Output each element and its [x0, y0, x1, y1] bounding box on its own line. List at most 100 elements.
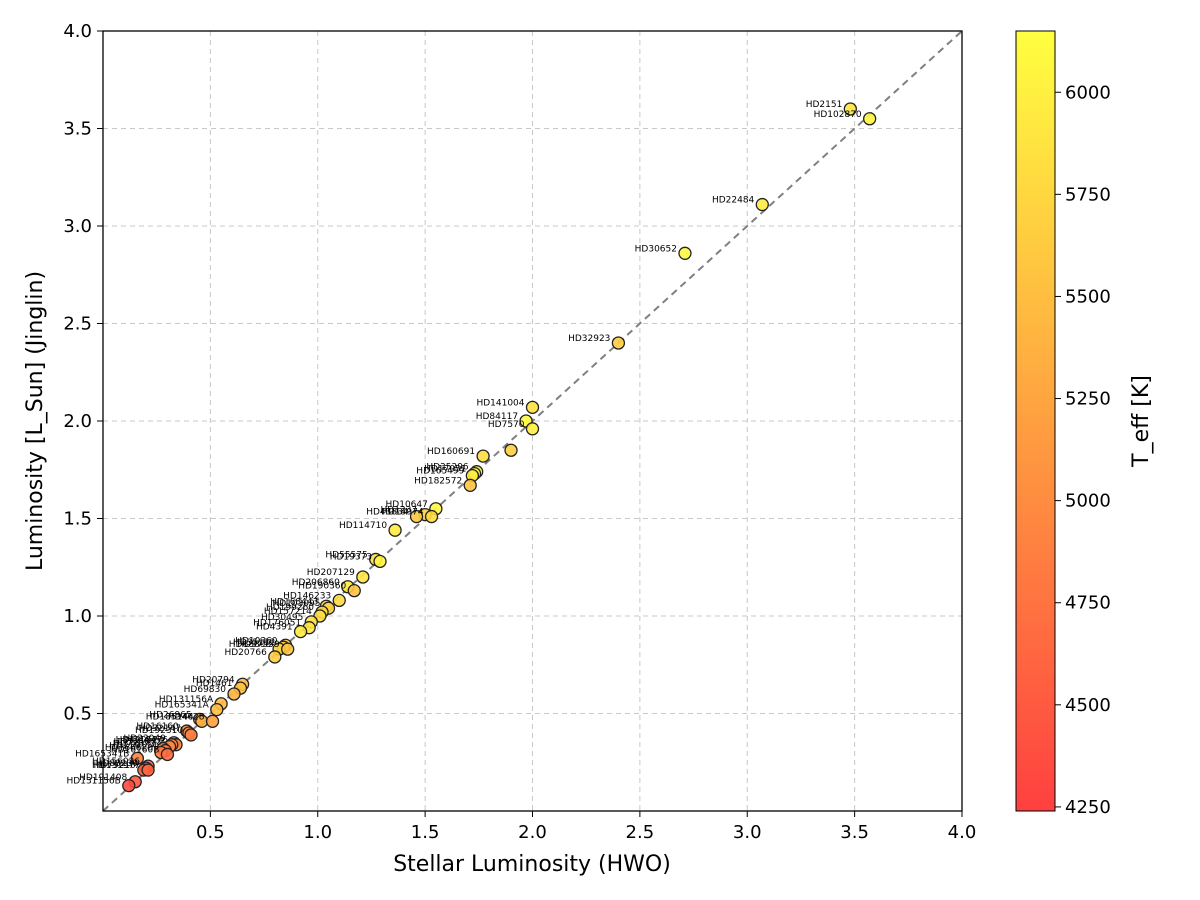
data-point: [356, 570, 370, 584]
point-label: HD166620: [105, 744, 153, 754]
data-point: [755, 197, 769, 212]
x-tick-label: 3.5: [840, 822, 869, 843]
y-tick-label: 1.0: [63, 606, 92, 627]
point-label: HD7570: [488, 420, 525, 430]
data-point: [504, 443, 518, 457]
point-label: HD30652: [635, 244, 677, 254]
data-point: [525, 400, 540, 415]
colorbar-tick-label: 4250: [1065, 797, 1111, 818]
x-tick-label: 1.5: [411, 822, 440, 843]
point-label: HD72673: [113, 740, 155, 750]
point-label: HD10647: [386, 500, 428, 510]
x-tick-label: 1.0: [303, 822, 332, 843]
point-label: HD146233: [283, 591, 331, 601]
point-label: HD103095: [272, 599, 320, 609]
data-points: [122, 102, 877, 793]
y-axis-ticks: 0.5 1.0 1.5 2.0 2.5 3.0 3.5 4.0: [63, 21, 103, 725]
data-point: [424, 509, 439, 524]
data-point: [525, 422, 540, 436]
point-label: HD37559: [237, 640, 280, 650]
point-label: HD16160: [136, 722, 179, 732]
x-axis-label: Stellar Luminosity (HWO): [393, 852, 671, 877]
point-label: HD165341A: [155, 701, 210, 711]
point-label: HD69830: [184, 685, 227, 695]
colorbar-ticks: 4250 4500 4750 5000 5250 5500 5750 6000: [1055, 82, 1111, 818]
point-label: HD219134: [109, 742, 157, 752]
data-point: [373, 554, 387, 569]
point-label: HD19373: [330, 552, 372, 562]
x-tick-label: 4.0: [948, 822, 977, 843]
data-point: [268, 650, 282, 664]
point-label: HD192310: [135, 726, 183, 736]
point-label: HD131977: [92, 761, 140, 771]
point-label: HD165499: [416, 467, 464, 477]
x-tick-label: 3.0: [733, 822, 762, 843]
point-label: HD165341B: [75, 749, 129, 759]
x-tick-label: 2.0: [518, 822, 547, 843]
data-point: [476, 449, 490, 463]
point-label: HD176051: [253, 619, 301, 629]
point-label: HD199260: [266, 603, 314, 613]
data-point: [281, 642, 295, 656]
y-tick-label: 3.0: [63, 216, 92, 237]
y-tick-label: 2.5: [63, 314, 92, 335]
y-tick-label: 2.0: [63, 411, 92, 432]
point-label: HD157214: [264, 607, 312, 617]
data-point: [332, 593, 346, 608]
point-label: HD207129: [307, 568, 355, 578]
point-label: HD35112: [233, 638, 275, 648]
point-label: HD4391: [256, 623, 293, 633]
data-point: [160, 747, 175, 762]
point-label: HD114710: [339, 521, 387, 531]
point-label: HD125072: [114, 738, 162, 748]
point-label: HD26965: [149, 710, 191, 720]
y-tick-label: 3.5: [63, 119, 92, 140]
point-label: HD102870: [814, 110, 862, 120]
point-label: HD79210: [93, 761, 136, 771]
point-label: HD1237: [381, 506, 418, 516]
x-axis-ticks: 0.5 1.0 1.5 2.0 2.5 3.0 3.5 4.0: [196, 811, 976, 843]
point-label: HD43834: [366, 508, 409, 518]
point-label: HD160691: [427, 447, 475, 457]
x-tick-label: 2.5: [626, 822, 655, 843]
point-label: HD190360: [298, 582, 346, 592]
data-point: [210, 702, 224, 717]
data-point: [227, 687, 241, 701]
data-point: [843, 102, 857, 116]
point-label: HD30495: [261, 613, 303, 623]
point-label: HD32147: [139, 724, 181, 734]
point-label: HD141004: [476, 398, 524, 408]
data-point: [122, 779, 136, 793]
data-point: [409, 509, 424, 524]
point-label: HD84117: [476, 412, 518, 422]
data-point: [863, 112, 877, 126]
point-label: HD68808: [229, 640, 272, 650]
point-label: HD35296: [426, 463, 469, 473]
data-point: [463, 478, 477, 493]
colorbar-tick-label: 6000: [1065, 82, 1111, 103]
data-point: [347, 584, 361, 598]
y-tick-label: 0.5: [63, 704, 92, 725]
point-label: HD17051: [424, 465, 466, 475]
colorbar: [1015, 30, 1056, 812]
colorbar-tick-label: 5250: [1065, 389, 1111, 410]
point-label: HD2151: [806, 100, 843, 110]
point-label: HD55575: [325, 550, 367, 560]
point-label: HD22049: [124, 734, 167, 744]
point-label: HD100623: [116, 736, 164, 746]
data-point: [293, 624, 308, 639]
point-label: HD131156A: [159, 695, 214, 705]
point-label: HD182572: [414, 476, 462, 486]
point-label: HD20766: [224, 648, 267, 658]
data-point: [141, 763, 155, 777]
point-label: HD206860: [292, 578, 340, 588]
grid-lines: [103, 31, 962, 811]
data-point: [205, 714, 220, 728]
y-axis-label: Luminosity [L_Sun] (Jinglin): [23, 271, 48, 571]
point-label: HD20794: [192, 675, 235, 685]
data-point: [388, 523, 402, 537]
x-tick-label: 0.5: [196, 822, 225, 843]
point-label: HD88230: [96, 759, 139, 769]
